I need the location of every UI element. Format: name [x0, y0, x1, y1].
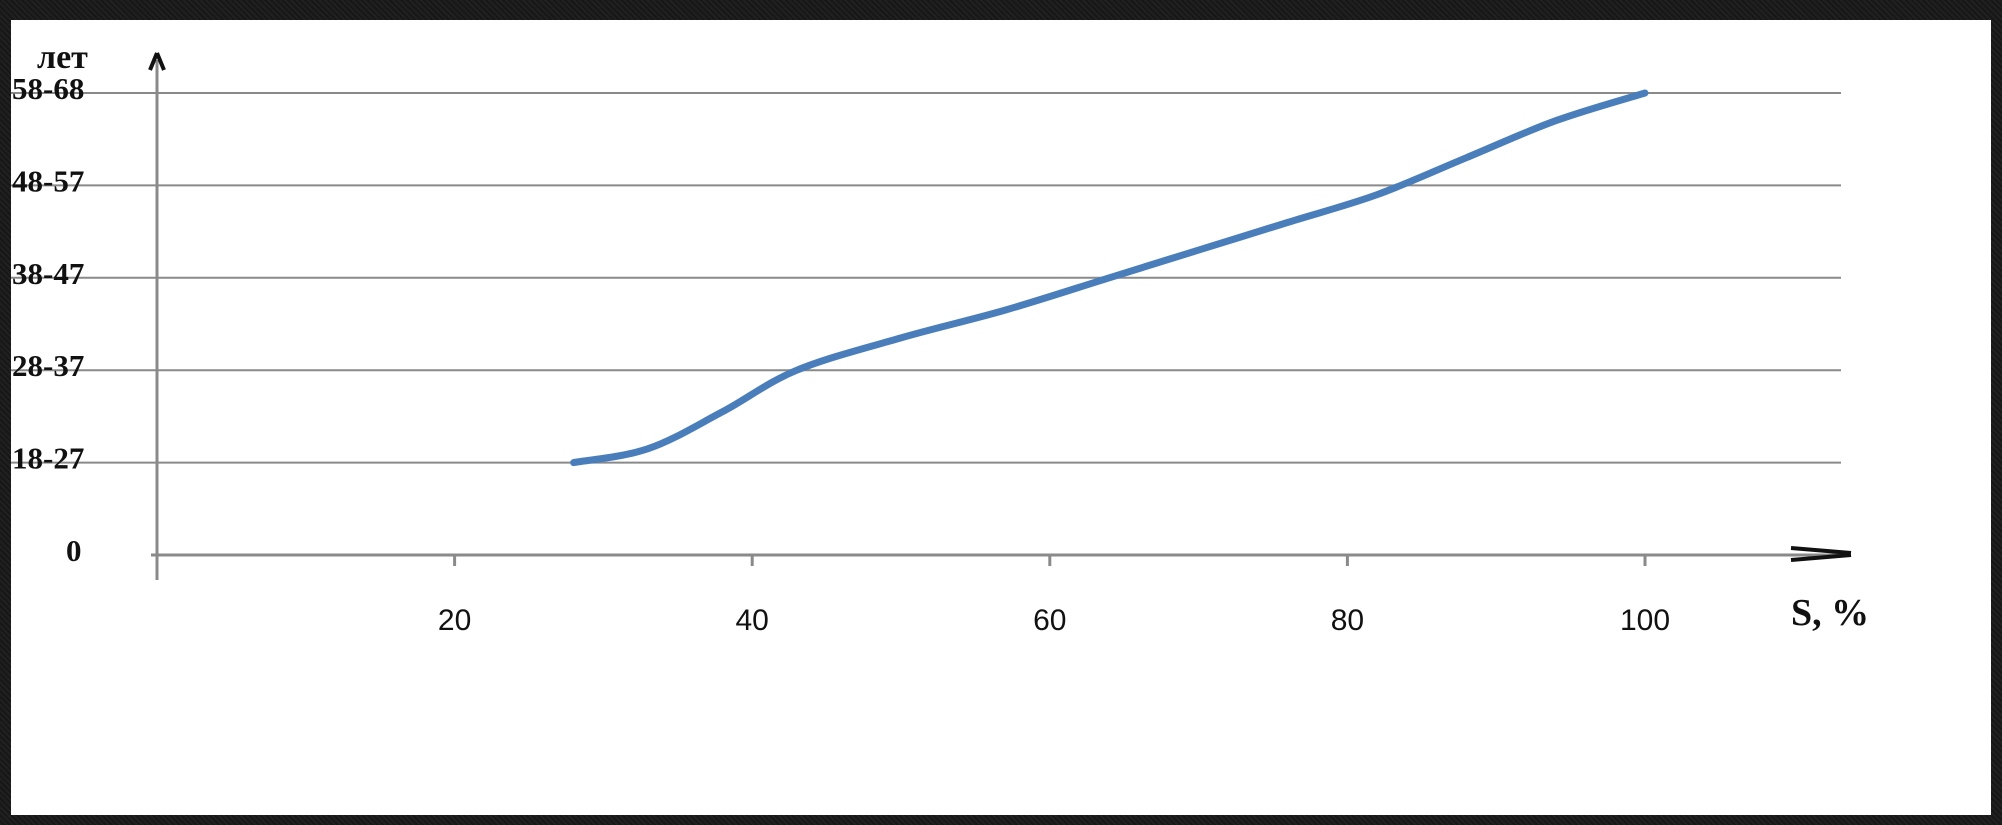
- x-tick-labels: 20 40 60 80 100: [438, 604, 1670, 637]
- x-axis-arrow-icon: [1790, 546, 1852, 562]
- y-tick-label: 18-27: [12, 441, 84, 476]
- x-tick-label: 20: [438, 604, 471, 637]
- x-tick-label: 40: [736, 604, 769, 637]
- y-tick-label: 58-68: [12, 71, 84, 106]
- line-chart: 0 18-27 28-37 38-47 48-57 58-68 20 40 60 80 100 л…: [11, 39, 1869, 637]
- x-tick-label: 100: [1620, 604, 1670, 637]
- x-tick-label: 60: [1033, 604, 1066, 637]
- y-tick-label: 48-57: [12, 163, 84, 198]
- y-axis-title: лет: [37, 39, 88, 76]
- gridlines: [11, 92, 1841, 464]
- x-tick-marks: [453, 555, 1647, 566]
- x-tick-label: 80: [1331, 604, 1364, 637]
- chart-panel: 0 18-27 28-37 38-47 48-57 58-68 20 40 60 80 100 л…: [11, 20, 1991, 815]
- y-tick-labels: 0 18-27 28-37 38-47 48-57 58-68: [12, 71, 84, 568]
- axes: [148, 52, 1852, 580]
- y-tick-label: 0: [66, 533, 82, 568]
- x-axis-title: S, %: [1791, 592, 1869, 634]
- y-tick-label: 28-37: [12, 348, 84, 383]
- y-tick-label: 38-47: [12, 256, 84, 291]
- y-axis-arrow-icon: [148, 52, 166, 71]
- series-line: [570, 89, 1649, 467]
